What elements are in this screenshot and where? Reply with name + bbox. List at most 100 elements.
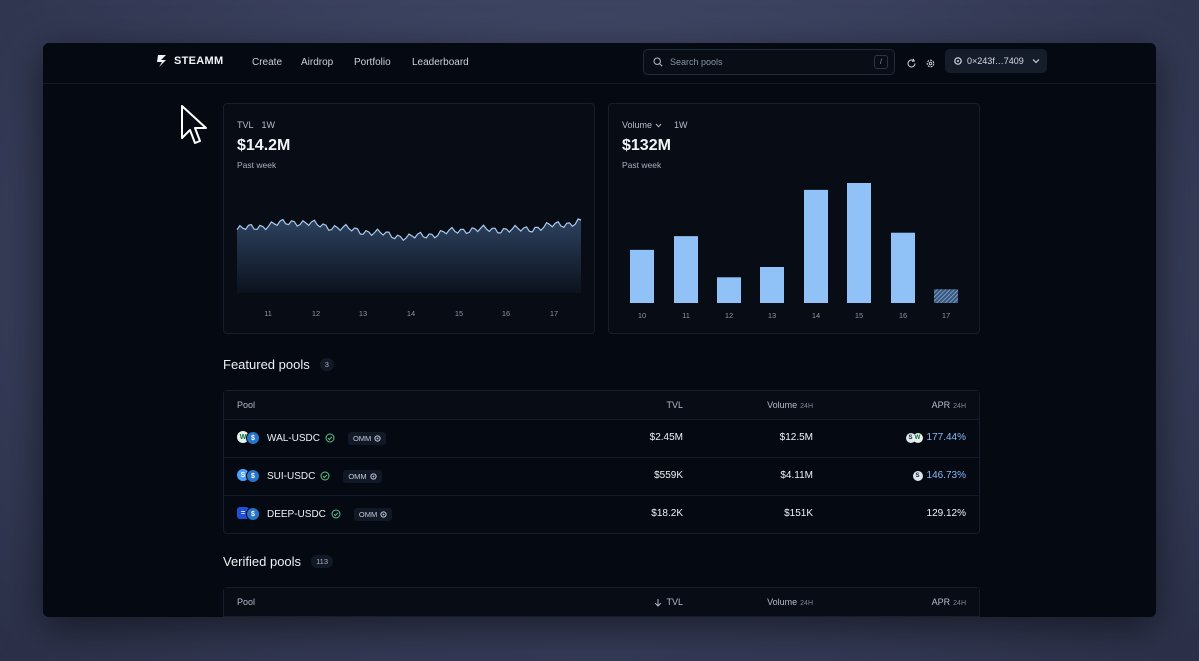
pool-pair-name[interactable]: DEEP-USDC [267, 508, 326, 520]
chevron-down-icon [655, 123, 662, 128]
volume-bar[interactable] [934, 289, 958, 303]
oracle-icon [370, 472, 377, 480]
reward-token-icons: S W [905, 432, 923, 443]
pool-type-label: OMM [352, 433, 372, 443]
logo[interactable]: STEAMM [156, 54, 223, 68]
col-apr-hint: 24H [953, 600, 966, 607]
token-pair-icons: S $ [237, 469, 260, 483]
pool-apr: S W 177.44% [905, 432, 966, 443]
verified-pools-table: Pool TVL Volume 24H APR 24H [223, 587, 980, 617]
wallet-button[interactable]: 0×243f…7409 [945, 49, 1047, 73]
tvl-period: Past week [237, 160, 277, 170]
volume-bar[interactable] [891, 232, 915, 303]
volume-range[interactable]: 1W [674, 120, 688, 130]
usdc-token-icon: $ [246, 431, 260, 445]
volume-bar[interactable] [760, 267, 784, 303]
col-volume-hint: 24H [800, 403, 813, 410]
volume-x-tick-label: 14 [811, 311, 821, 320]
featured-pools-title: Featured pools [223, 357, 310, 372]
table-row[interactable]: S $ SUI-USDC OMM $559K $4.11M S 146.73% [224, 458, 979, 496]
nav-leaderboard[interactable]: Leaderboard [412, 57, 469, 68]
volume-x-tick-label: 17 [941, 311, 951, 320]
steamm-logo-icon [157, 55, 166, 67]
col-pool[interactable]: Pool [237, 597, 256, 607]
table-row[interactable]: = $ DEEP-USDC OMM $18.2K $151K 129.12% [224, 496, 979, 533]
nav-airdrop[interactable]: Airdrop [301, 57, 334, 68]
usdc-token-icon: $ [246, 469, 260, 483]
reward-token-icon: W [912, 432, 923, 443]
logo-text: STEAMM [174, 55, 224, 67]
tvl-area-chart[interactable] [224, 104, 594, 333]
tvl-range[interactable]: 1W [261, 120, 276, 130]
pool-type-badge: OMM [347, 431, 387, 445]
search-icon [653, 57, 663, 67]
pool-apr: S 146.73% [912, 470, 966, 481]
volume-dropdown[interactable]: Volume [622, 120, 662, 130]
tvl-series-line [236, 218, 582, 242]
usdc-token-icon: $ [246, 507, 260, 521]
volume-value: $132M [622, 137, 671, 154]
tvl-x-tick-label: 11 [264, 309, 272, 318]
tvl-x-tick-label: 13 [358, 309, 368, 318]
verified-pools-title: Verified pools [223, 554, 302, 569]
settings-gear-icon[interactable] [925, 56, 936, 74]
col-pool[interactable]: Pool [237, 400, 256, 410]
nav-create[interactable]: Create [252, 57, 283, 68]
volume-x-tick-label: 13 [767, 311, 777, 320]
col-tvl[interactable]: TVL [666, 400, 683, 410]
col-volume-label: Volume [767, 597, 798, 607]
pool-type-label: OMM [358, 509, 378, 519]
volume-label: Volume [622, 120, 653, 130]
volume-bar[interactable] [847, 183, 871, 303]
col-tvl[interactable]: TVL [654, 597, 683, 607]
pool-tvl: $2.45M [649, 432, 683, 443]
volume-bar[interactable] [717, 277, 741, 303]
mouse-cursor-icon [181, 105, 207, 144]
col-apr[interactable]: APR 24H [932, 400, 966, 410]
refresh-icon[interactable] [906, 56, 917, 74]
col-tvl-label: TVL [666, 597, 683, 607]
chevron-down-icon [1032, 59, 1040, 64]
pool-type-label: OMM [348, 471, 367, 481]
verified-check-icon [325, 433, 335, 443]
volume-card: Volume 1W $132M Past week 10 11 12 13 14 15 16… [608, 103, 980, 334]
search-box[interactable]: / [643, 49, 895, 75]
volume-x-tick-label: 11 [682, 311, 690, 320]
search-shortcut-key: / [874, 55, 888, 69]
col-apr[interactable]: APR 24H [932, 597, 966, 607]
volume-bar-chart[interactable] [609, 104, 979, 333]
col-apr-hint: 24H [953, 403, 966, 410]
tvl-area-fill [237, 219, 581, 293]
col-apr-label: APR [931, 597, 951, 607]
verified-check-icon [320, 471, 330, 481]
volume-bar[interactable] [804, 189, 828, 303]
token-pair-icons: = $ [237, 507, 260, 521]
pool-volume: $4.11M [780, 470, 813, 481]
featured-table-header: Pool TVL Volume 24H APR 24H [224, 391, 979, 420]
volume-x-tick-label: 16 [898, 311, 908, 320]
pool-pair-name[interactable]: SUI-USDC [267, 470, 316, 482]
verified-table-header: Pool TVL Volume 24H APR 24H [224, 588, 979, 617]
pool-pair-name[interactable]: WAL-USDC [267, 432, 320, 444]
pool-apr-value: 129.12% [926, 508, 966, 519]
volume-x-tick-label: 15 [854, 311, 864, 320]
pool-type-badge: OMM [353, 507, 393, 521]
volume-bar[interactable] [630, 249, 654, 303]
tvl-x-tick-label: 14 [406, 309, 416, 318]
volume-x-tick-label: 12 [724, 311, 734, 320]
col-volume[interactable]: Volume 24H [767, 597, 813, 607]
tvl-x-tick-label: 15 [454, 309, 464, 318]
pool-type-badge: OMM [343, 469, 382, 483]
volume-bar[interactable] [674, 236, 698, 303]
pool-tvl: $559K [654, 470, 683, 481]
search-input[interactable] [668, 56, 867, 68]
table-row[interactable]: W $ WAL-USDC OMM $2.45M $12.5M S W [224, 420, 979, 458]
oracle-icon [380, 510, 387, 518]
tvl-x-tick-label: 17 [549, 309, 559, 318]
col-volume[interactable]: Volume 24H [767, 400, 813, 410]
pool-volume: $12.5M [779, 432, 813, 443]
tvl-label: TVL [237, 120, 254, 130]
pool-tvl: $18.2K [651, 508, 683, 519]
nav-portfolio[interactable]: Portfolio [354, 57, 391, 68]
featured-pools-count: 3 [319, 358, 334, 371]
